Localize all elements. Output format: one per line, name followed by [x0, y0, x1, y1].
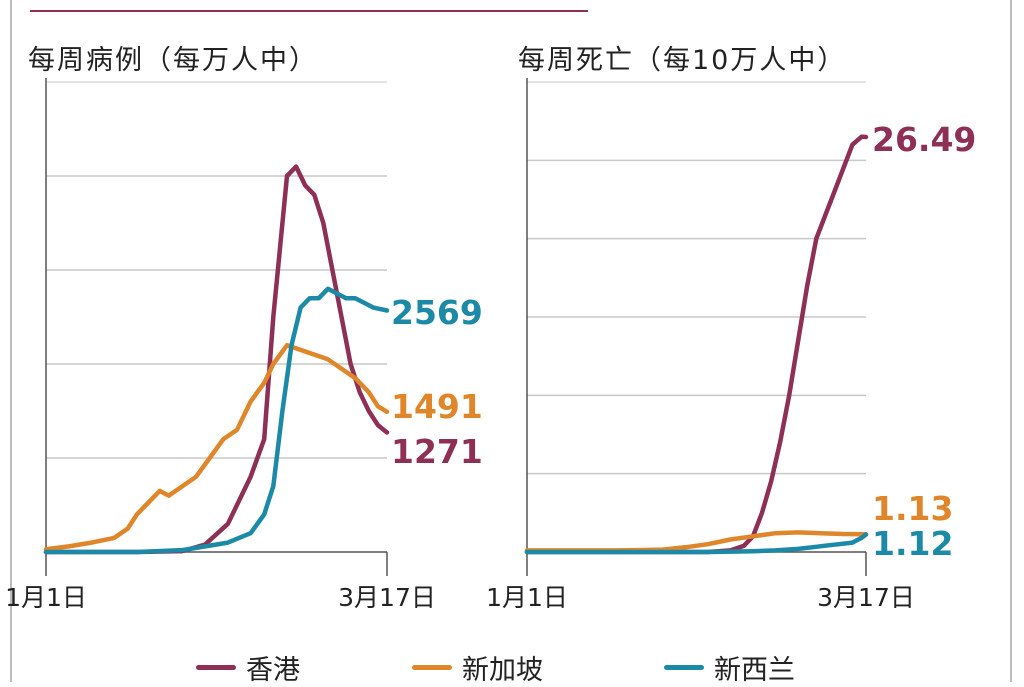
legend: 香港 新加坡 新西兰 — [0, 648, 1024, 686]
end-value-label-singapore: 1491 — [391, 387, 483, 426]
series-line-hong-kong — [43, 164, 390, 555]
top-accent-rule — [30, 10, 588, 12]
frame-right-border — [1010, 0, 1012, 682]
series-line-hong-kong — [524, 134, 869, 555]
chart-title-cases: 每周病例（每万人中） — [28, 45, 318, 76]
end-value-label-hong-kong: 26.49 — [872, 120, 976, 159]
end-value-label-hong-kong: 1271 — [391, 432, 483, 471]
x-tick-label: 3月17日 — [338, 583, 436, 612]
legend-label-hong-kong: 香港 — [246, 655, 300, 686]
x-tick-label: 3月17日 — [817, 583, 915, 612]
x-tick-label: 1月1日 — [486, 583, 568, 612]
end-value-label-new-zealand: 2569 — [391, 293, 483, 332]
charts-canvas: 1月1日 3月17日 1271 1491 2569 1月1日 3月17日 26.49 1.131… — [5, 78, 976, 612]
legend-item-hong-kong: 香港 — [196, 648, 300, 687]
series-line-new-zealand — [524, 532, 869, 555]
series-line-singapore — [43, 342, 390, 552]
legend-swatch-singapore — [412, 665, 452, 670]
chart-title-deaths: 每周死亡（每10万人中） — [518, 45, 847, 76]
legend-item-singapore: 新加坡 — [412, 648, 543, 687]
legend-item-new-zealand: 新西兰 — [664, 648, 795, 687]
legend-swatch-new-zealand — [664, 665, 704, 670]
x-tick-label: 1月1日 — [5, 583, 87, 612]
end-value-label-singapore: 1.13 — [872, 489, 953, 528]
series-line-new-zealand — [43, 286, 390, 555]
legend-swatch-hong-kong — [196, 665, 236, 670]
legend-label-new-zealand: 新西兰 — [714, 655, 795, 686]
legend-label-singapore: 新加坡 — [462, 655, 543, 686]
frame-left-border — [10, 0, 12, 682]
end-value-label-new-zealand: 1.12 — [872, 524, 953, 563]
